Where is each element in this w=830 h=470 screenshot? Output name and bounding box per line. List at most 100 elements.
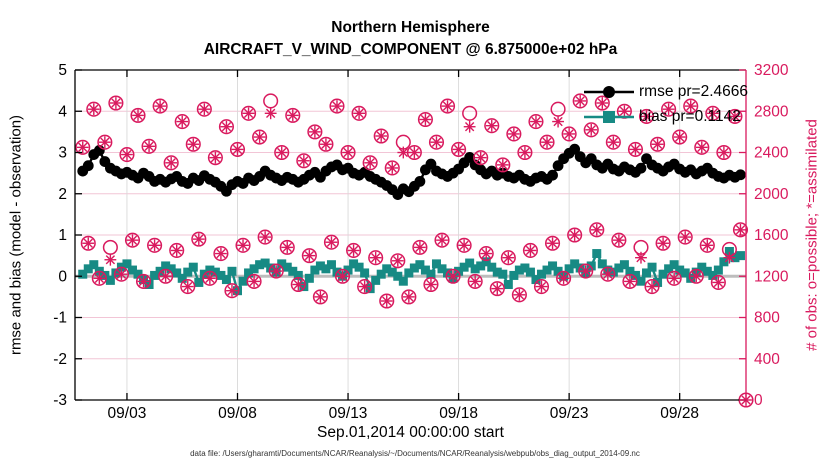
obs-assimilated-marker <box>94 273 104 283</box>
obs-possible-marker <box>583 122 599 138</box>
obs-assimilated-marker <box>470 276 480 287</box>
obs-possible-marker <box>417 111 433 128</box>
obs-possible-marker <box>334 268 351 284</box>
obs-assimilated-marker <box>459 240 469 250</box>
obs-assimilated-marker <box>376 131 386 141</box>
obs-assimilated-marker <box>348 245 359 256</box>
obs-assimilated-marker <box>243 108 254 118</box>
bias-marker <box>548 261 558 271</box>
obs-assimilated-marker <box>652 139 663 149</box>
right-axis-label: # of obs: o=possible; *=assimilated <box>803 119 821 351</box>
obs-possible-marker <box>611 232 627 248</box>
obs-assimilated-marker <box>520 147 530 158</box>
obs-assimilated-marker <box>404 292 414 302</box>
bias-marker <box>630 270 640 280</box>
obs-possible-marker <box>202 270 218 286</box>
obs-possible-marker <box>705 105 721 121</box>
obs-possible-marker <box>423 276 439 293</box>
bias-marker <box>520 263 530 273</box>
obs-possible-marker <box>600 266 616 282</box>
obs-possible-marker <box>677 229 693 245</box>
obs-assimilated-marker <box>260 232 270 242</box>
obs-possible-marker <box>113 266 129 282</box>
obs-assimilated-marker <box>647 281 657 292</box>
obs-assimilated-marker <box>675 132 685 142</box>
obs-possible-marker <box>522 242 538 259</box>
obs-assimilated-marker <box>216 248 226 259</box>
obs-assimilated-marker <box>420 114 431 125</box>
x-tick-label: 09/13 <box>329 405 368 422</box>
obs-possible-marker <box>158 268 174 284</box>
right-tick-label: 1600 <box>754 227 789 244</box>
obs-possible-marker <box>727 108 743 124</box>
bias-marker <box>570 259 580 269</box>
obs-possible-marker <box>285 107 301 123</box>
obs-assimilated-marker <box>393 256 403 266</box>
obs-assimilated-marker <box>183 281 193 292</box>
legend-label-rmse: rmse pr=2.4666 <box>639 82 748 100</box>
obs-possible-marker <box>373 128 389 144</box>
obs-assimilated-marker <box>697 142 707 153</box>
obs-assimilated-marker <box>265 108 276 118</box>
obs-assimilated-marker <box>133 110 143 121</box>
obs-assimilated-marker <box>735 225 746 235</box>
obs-assimilated-marker <box>442 101 453 111</box>
obs-possible-marker <box>218 119 234 135</box>
obs-possible-marker <box>550 101 566 117</box>
obs-possible-marker <box>135 273 152 289</box>
obs-assimilated-marker <box>586 125 596 135</box>
bias-marker <box>664 264 674 274</box>
obs-assimilated-marker <box>702 240 712 250</box>
obs-possible-marker <box>329 98 345 114</box>
obs-assimilated-marker <box>177 116 187 127</box>
right-tick-label: 400 <box>754 351 780 368</box>
bias-marker <box>525 267 535 277</box>
left-tick-label: 0 <box>58 268 67 285</box>
bias-marker <box>161 261 171 271</box>
bias-marker <box>608 267 618 277</box>
bias-marker <box>304 273 314 283</box>
obs-assimilated-marker <box>514 290 525 300</box>
obs-possible-marker <box>75 139 91 155</box>
obs-assimilated-marker <box>448 271 458 281</box>
obs-assimilated-marker <box>614 235 624 245</box>
x-tick-label: 09/28 <box>660 405 699 422</box>
obs-assimilated-marker <box>663 104 674 114</box>
bias-marker <box>420 265 430 275</box>
obs-assimilated-marker <box>249 276 259 287</box>
obs-assimilated-marker <box>669 273 679 283</box>
right-tick-label: 3200 <box>754 62 789 79</box>
obs-possible-marker <box>661 101 677 117</box>
obs-possible-marker <box>119 147 135 163</box>
bias-marker <box>238 276 248 286</box>
bias-marker <box>509 270 519 280</box>
obs-possible-marker <box>406 144 422 161</box>
bias-marker <box>210 267 220 277</box>
bias-marker <box>310 265 320 275</box>
obs-assimilated-marker <box>221 122 232 132</box>
obs-assimilated-marker <box>680 232 690 242</box>
bias-legend-marker-icon <box>584 110 634 123</box>
obs-possible-marker <box>594 95 610 111</box>
bias-marker <box>680 268 690 278</box>
bias-marker <box>719 257 729 267</box>
bias-marker <box>365 284 375 294</box>
obs-possible-marker <box>506 126 522 142</box>
obs-assimilated-marker <box>160 271 171 281</box>
obs-possible-marker <box>500 250 516 266</box>
obs-possible-marker <box>91 270 107 286</box>
bias-marker <box>293 270 303 280</box>
bias-marker <box>713 265 723 275</box>
obs-possible-marker <box>716 144 732 161</box>
obs-possible-marker <box>290 276 306 293</box>
obs-possible-marker <box>473 150 489 166</box>
bias-marker <box>326 260 336 270</box>
obs-possible-marker <box>627 141 644 157</box>
bias-marker <box>216 270 226 280</box>
obs-possible-marker <box>268 263 284 279</box>
obs-possible-marker <box>346 242 362 259</box>
obs-assimilated-marker <box>116 269 127 279</box>
obs-possible-marker <box>196 101 212 117</box>
bias-marker <box>349 259 359 269</box>
